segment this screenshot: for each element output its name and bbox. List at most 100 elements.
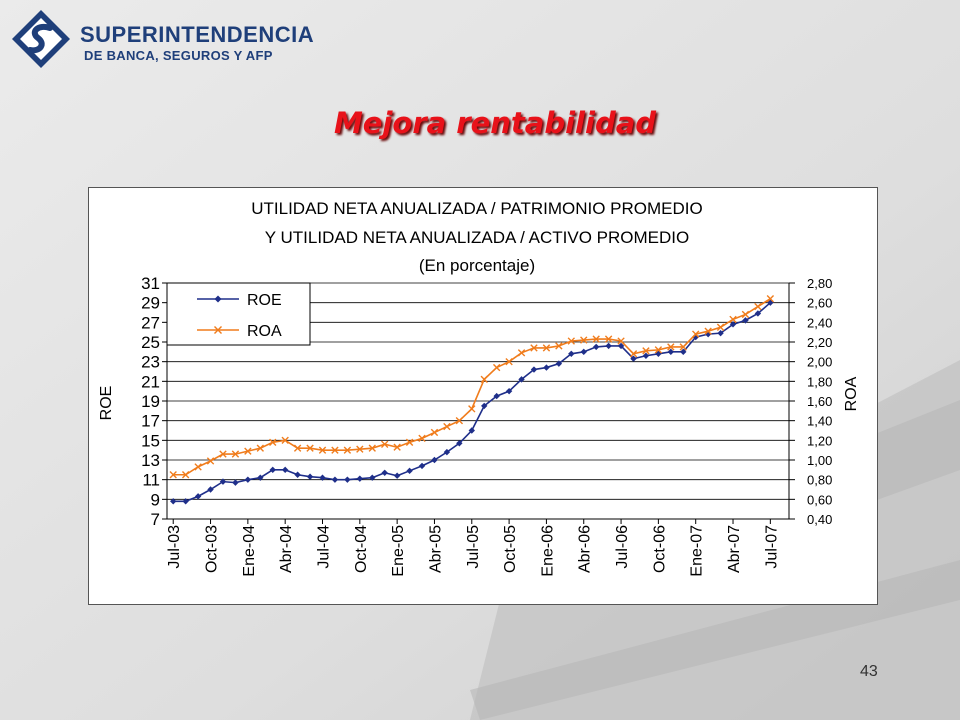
- logo-emblem-icon: [12, 10, 70, 68]
- y-tick-label: 9: [151, 490, 160, 509]
- roe-point: [207, 486, 214, 493]
- roa-point: [430, 428, 439, 437]
- roa-point: [244, 447, 252, 455]
- roa-point-stroke: [555, 342, 563, 350]
- y2-tick-label: 1,20: [807, 433, 832, 448]
- roa-point-stroke: [530, 344, 538, 352]
- legend-marker-stroke: [214, 326, 222, 334]
- roa-point: [405, 438, 414, 446]
- x-tick-label: Oct-04: [353, 525, 370, 573]
- roa-point: [306, 444, 314, 452]
- logo-text-line2: DE BANCA, SEGUROS Y AFP: [84, 48, 273, 63]
- roa-point-stroke: [654, 346, 663, 354]
- roa-point-stroke: [642, 347, 650, 355]
- roa-point-stroke: [468, 405, 476, 413]
- y-axis-label: ROE: [98, 386, 115, 421]
- roe-point: [182, 498, 189, 505]
- roe-point: [431, 456, 438, 464]
- roa-point-stroke: [692, 330, 700, 338]
- y-tick-label: 25: [141, 333, 160, 352]
- y2-axis-label: ROA: [843, 376, 860, 411]
- x-tick-label: Oct-03: [204, 525, 221, 573]
- roa-point-stroke: [741, 310, 750, 319]
- x-tick-label: Abr-07: [726, 525, 743, 573]
- roe-point: [642, 352, 650, 359]
- y-tick-label: 29: [141, 294, 160, 313]
- roa-point: [293, 444, 302, 452]
- roa-point-stroke: [393, 443, 401, 451]
- y-tick-label: 19: [141, 392, 160, 411]
- y2-tick-label: 0,40: [807, 512, 832, 527]
- roa-point-stroke: [729, 315, 737, 324]
- x-tick-label: Abr-06: [577, 525, 594, 573]
- y-tick-label: 13: [141, 451, 160, 470]
- roe-point: [269, 466, 276, 474]
- roe-point: [418, 462, 426, 470]
- roa-point: [418, 434, 426, 443]
- roa-point-stroke: [679, 343, 687, 351]
- y2-tick-label: 1,80: [807, 374, 832, 389]
- roa-point-stroke: [293, 444, 302, 452]
- roe-point: [543, 364, 550, 371]
- roa-point: [505, 357, 513, 366]
- roa-point: [256, 444, 264, 452]
- roa-point-stroke: [306, 444, 314, 452]
- slide-title: Mejora rentabilidad: [333, 106, 657, 140]
- roa-point: [604, 335, 613, 343]
- roe-point: [754, 310, 762, 317]
- roe-point: [406, 467, 413, 475]
- y-tick-label: 15: [141, 431, 160, 450]
- roa-point-stroke: [181, 471, 190, 479]
- roa-point: [766, 295, 775, 303]
- roa-point-stroke: [667, 343, 675, 351]
- roe-point: [381, 469, 388, 476]
- roe-point: [692, 333, 699, 341]
- roe-point: [717, 329, 724, 337]
- roa-point-stroke: [704, 327, 712, 335]
- roe-point: [319, 474, 326, 481]
- roa-point-stroke: [455, 416, 464, 425]
- roe-point: [680, 348, 687, 356]
- roa-point: [567, 337, 575, 345]
- y2-tick-label: 1,60: [807, 394, 832, 409]
- roa-point: [517, 349, 526, 357]
- legend-label-roa: ROA: [247, 323, 282, 340]
- roe-point: [580, 348, 587, 356]
- y-tick-label: 11: [142, 471, 160, 490]
- roa-point: [368, 444, 376, 452]
- x-tick-label: Oct-06: [651, 525, 668, 573]
- roe-point: [530, 366, 538, 373]
- roa-point-stroke: [505, 357, 513, 366]
- chart-units-label: (En porcentaje): [419, 256, 535, 275]
- legend-label-roe: ROE: [247, 292, 282, 309]
- roa-point: [679, 343, 687, 351]
- roa-point: [281, 436, 289, 445]
- x-tick-label: Jul-07: [763, 525, 780, 569]
- x-tick-label: Abr-04: [278, 525, 295, 573]
- roa-point: [542, 344, 551, 352]
- roa-point-stroke: [381, 440, 389, 448]
- y2-tick-label: 1,40: [807, 414, 832, 429]
- roa-point-stroke: [244, 447, 252, 455]
- roa-point-stroke: [418, 434, 426, 443]
- roa-point: [629, 350, 638, 358]
- roa-point-stroke: [256, 444, 264, 452]
- chart-subtitle: Y UTILIDAD NETA ANUALIZADA / ACTIVO PROM…: [265, 228, 689, 247]
- roa-point: [617, 337, 625, 345]
- roa-point: [580, 336, 588, 344]
- logo-text-line1: SUPERINTENDENCIA: [80, 22, 315, 47]
- y-tick-label: 17: [141, 412, 160, 431]
- y-tick-label: 23: [141, 353, 160, 372]
- x-tick-label: Jul-03: [166, 525, 183, 569]
- x-tick-label: Ene-04: [241, 525, 258, 577]
- roa-point: [181, 471, 190, 479]
- y2-tick-label: 2,20: [807, 335, 832, 350]
- roe-roa-chart: UTILIDAD NETA ANUALIZADA / PATRIMONIO PR…: [98, 199, 860, 577]
- y-tick-label: 7: [151, 510, 160, 529]
- roa-point-stroke: [716, 323, 725, 331]
- roa-point-stroke: [343, 446, 352, 454]
- roa-point-stroke: [542, 344, 551, 352]
- legend-marker-roe: [214, 295, 222, 303]
- roa-point-stroke: [194, 463, 202, 471]
- roa-point: [206, 457, 215, 465]
